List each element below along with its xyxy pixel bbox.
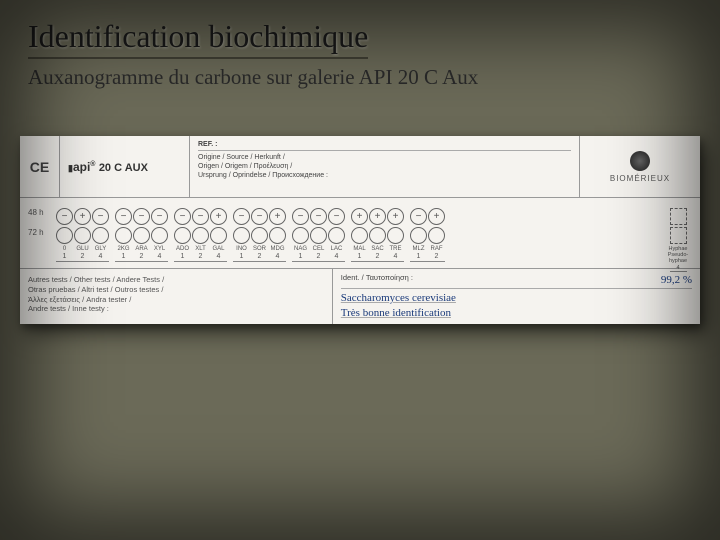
- result-circle: −: [410, 208, 427, 225]
- api-form: CE ▮api® 20 C AUX REF. : Origine / Sourc…: [20, 136, 700, 324]
- result-circle-72h: [233, 227, 250, 244]
- result-circle-72h: [310, 227, 327, 244]
- result-circle-72h: [251, 227, 268, 244]
- result-circle: −: [328, 208, 345, 225]
- ident-species: Saccharomyces cerevisiae: [341, 291, 692, 305]
- biomerieux-icon: [630, 151, 650, 171]
- result-circle: −: [251, 208, 268, 225]
- result-circle-72h: [292, 227, 309, 244]
- result-circle-72h: [56, 227, 73, 244]
- row-72h-label: 72 h: [28, 228, 44, 237]
- test-group: −+MLZRAF12: [410, 208, 445, 262]
- result-circle: −: [233, 208, 250, 225]
- result-circle-72h: [92, 227, 109, 244]
- hyphae-box: Hyphae Pseudo- hyphae 4: [664, 208, 692, 272]
- result-circle: +: [74, 208, 91, 225]
- result-circle: +: [387, 208, 404, 225]
- api-logo-box: ▮api® 20 C AUX: [60, 136, 190, 197]
- result-circle: +: [369, 208, 386, 225]
- test-group: −−−NAGCELLAC124: [292, 208, 345, 262]
- page-subtitle: Auxanogramme du carbone sur galerie API …: [28, 65, 692, 90]
- ce-mark: CE: [20, 136, 60, 197]
- result-circle-72h: [210, 227, 227, 244]
- result-circle: −: [174, 208, 191, 225]
- test-group: −−+ADOXLTGAL124: [174, 208, 227, 262]
- test-group: −−−2KGARAXYL124: [115, 208, 168, 262]
- test-group: −+−0GLUGLY124: [56, 208, 109, 262]
- result-circle-72h: [151, 227, 168, 244]
- result-circle: +: [210, 208, 227, 225]
- brand-name: BIOMÉRIEUX: [610, 174, 670, 183]
- result-circle-72h: [133, 227, 150, 244]
- result-circle-72h: [115, 227, 132, 244]
- result-circle: +: [351, 208, 368, 225]
- ident-label: Ident. / Ταυτοποίηση :: [341, 273, 413, 287]
- result-circle-72h: [174, 227, 191, 244]
- result-circle-72h: [428, 227, 445, 244]
- result-circle: +: [428, 208, 445, 225]
- result-circle: +: [269, 208, 286, 225]
- result-circle: −: [56, 208, 73, 225]
- ref-box: REF. : Origine / Source / Herkunft / Ori…: [190, 136, 580, 197]
- result-circle: −: [192, 208, 209, 225]
- result-circle-72h: [369, 227, 386, 244]
- result-circle-72h: [387, 227, 404, 244]
- other-tests-label: Autres tests / Other tests / Andere Test…: [20, 269, 333, 324]
- result-circle-72h: [410, 227, 427, 244]
- result-circle: −: [115, 208, 132, 225]
- result-circle: −: [310, 208, 327, 225]
- result-circle-72h: [351, 227, 368, 244]
- ident-quality: Très bonne identification: [341, 306, 692, 320]
- test-grid: 48 h 72 h −+−0GLUGLY124−−−2KGARAXYL124−−…: [20, 198, 700, 268]
- test-group: +++MALSACTRE124: [351, 208, 404, 262]
- ident-percent: 99,2 %: [661, 273, 692, 287]
- result-circle-72h: [74, 227, 91, 244]
- test-group: −−+INOSORMDG124: [233, 208, 286, 262]
- result-circle: −: [133, 208, 150, 225]
- result-circle-72h: [269, 227, 286, 244]
- result-circle: −: [292, 208, 309, 225]
- result-circle-72h: [192, 227, 209, 244]
- result-circle-72h: [328, 227, 345, 244]
- brand-box: BIOMÉRIEUX: [580, 136, 700, 197]
- ref-lines: Origine / Source / Herkunft / Origen / O…: [198, 153, 571, 180]
- row-48h-label: 48 h: [28, 208, 44, 217]
- result-circle: −: [92, 208, 109, 225]
- result-circle: −: [151, 208, 168, 225]
- page-title: Identification biochimique: [28, 18, 368, 59]
